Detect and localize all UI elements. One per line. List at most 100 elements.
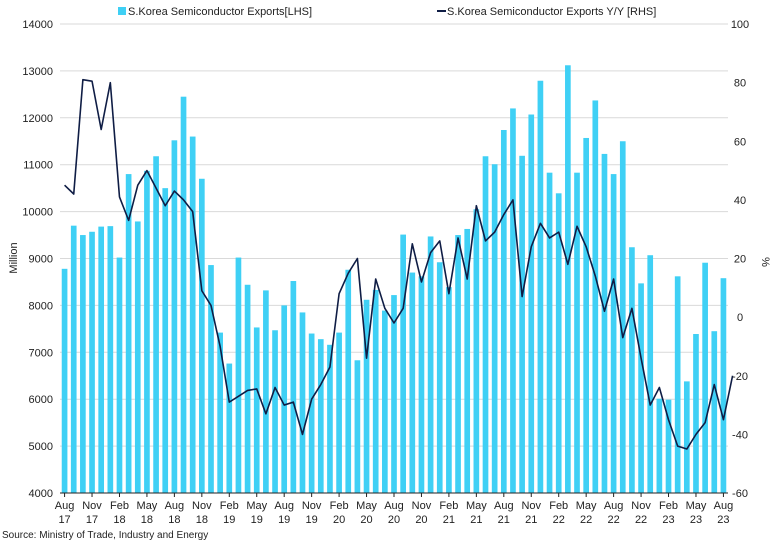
export-bar [244, 284, 251, 493]
export-bar [299, 312, 306, 493]
yoy-line [64, 78, 734, 450]
export-bar [427, 236, 434, 493]
export-bar [638, 283, 644, 493]
bar-series [61, 65, 727, 494]
legend-swatch-bars [118, 7, 126, 15]
export-bar [510, 108, 516, 494]
export-bar [565, 65, 571, 493]
x-tick-label-month: Feb [110, 500, 129, 512]
x-tick-label-year: 19 [223, 514, 235, 526]
left-tick-label: 11000 [23, 160, 53, 172]
x-tick-label-month: Nov [631, 500, 651, 512]
source-note: Source: Ministry of Trade, Industry and … [2, 530, 208, 541]
x-tick-label-year: 20 [415, 514, 427, 526]
export-bar [382, 310, 388, 493]
export-bar [144, 170, 150, 493]
axes: 4000 5000 6000 7000 8000 9000 10000 11000 12000 1… [22, 19, 749, 526]
export-bar [217, 332, 223, 493]
export-bar [61, 268, 68, 493]
export-bar [107, 226, 114, 493]
x-tick-label-year: 19 [251, 514, 263, 526]
x-tick-label-year: 17 [58, 514, 70, 526]
export-bar [546, 172, 553, 493]
x-tick-label-year: 23 [717, 514, 729, 526]
left-tick-label: 6000 [29, 394, 53, 406]
export-bar [665, 399, 672, 493]
export-bar [629, 247, 635, 493]
export-bar [455, 235, 461, 494]
export-bar [162, 188, 169, 493]
export-bar [583, 137, 590, 494]
export-bar [317, 339, 324, 493]
left-tick-label: 5000 [29, 441, 53, 453]
x-tick-label-month: May [686, 500, 707, 512]
export-bar [592, 100, 599, 494]
x-tick-label-year: 19 [306, 514, 318, 526]
export-bar [180, 96, 187, 493]
x-tick-label-month: May [466, 500, 487, 512]
x-tick-label-month: Nov [302, 500, 322, 512]
x-tick-label-year: 20 [333, 514, 345, 526]
export-bar [89, 231, 95, 493]
export-bar [473, 209, 480, 493]
export-bar [656, 398, 663, 493]
left-tick-label: 10000 [22, 207, 53, 219]
x-tick-label-month: May [137, 500, 158, 512]
export-bar [500, 129, 507, 493]
export-bar [574, 172, 580, 493]
right-axis-title: % [759, 257, 770, 267]
x-tick-label-year: 20 [360, 514, 372, 526]
x-tick-label-year: 18 [113, 514, 125, 526]
right-tick-label: 0 [737, 312, 743, 324]
x-tick-label-month: Aug [494, 500, 514, 512]
left-tick-label: 9000 [29, 254, 53, 266]
export-bar [482, 156, 489, 493]
export-bar [308, 333, 315, 493]
export-bar [674, 276, 681, 493]
x-tick-label-year: 18 [196, 514, 208, 526]
right-tick-label: 60 [734, 136, 746, 148]
right-tick-label: 20 [734, 254, 746, 266]
x-tick-label-month: Feb [330, 500, 349, 512]
x-tick-label-year: 22 [607, 514, 619, 526]
export-bar [116, 257, 123, 493]
export-bar [208, 265, 214, 493]
x-tick-label-month: Nov [521, 500, 541, 512]
export-bar [464, 228, 471, 493]
legend: S.Korea Semiconductor Exports[LHS] S.Kor… [118, 6, 656, 18]
export-bar [125, 174, 132, 493]
x-tick-label-month: May [246, 500, 267, 512]
export-bar [702, 262, 708, 493]
x-tick-label-year: 21 [470, 514, 482, 526]
export-bar [281, 305, 288, 493]
x-tick-label-year: 17 [86, 514, 98, 526]
left-tick-label: 14000 [22, 19, 53, 31]
export-bar [290, 281, 297, 493]
export-bar [436, 262, 443, 493]
left-tick-label: 7000 [29, 347, 53, 359]
x-tick-label-year: 22 [553, 514, 565, 526]
x-tick-label-year: 23 [690, 514, 702, 526]
right-tick-label: 40 [734, 195, 746, 207]
x-tick-label-month: Nov [82, 500, 102, 512]
line-series [64, 78, 734, 450]
x-tick-label-year: 21 [525, 514, 537, 526]
x-tick-label-year: 21 [443, 514, 455, 526]
x-tick-label-month: Feb [659, 500, 678, 512]
left-tick-label: 4000 [29, 488, 53, 500]
x-tick-label-year: 22 [580, 514, 592, 526]
export-bar [711, 331, 718, 493]
right-tick-label: -20 [732, 371, 748, 383]
export-bar [354, 360, 361, 493]
export-bar [70, 225, 77, 494]
export-bar [528, 114, 535, 493]
x-tick-label-month: Feb [439, 500, 458, 512]
export-bar [98, 226, 105, 493]
x-tick-label-year: 20 [388, 514, 400, 526]
x-tick-label-month: Aug [274, 500, 294, 512]
x-tick-label-year: 23 [662, 514, 674, 526]
export-bar [610, 174, 617, 493]
right-tick-label: -40 [732, 429, 748, 441]
export-bar [345, 269, 352, 493]
